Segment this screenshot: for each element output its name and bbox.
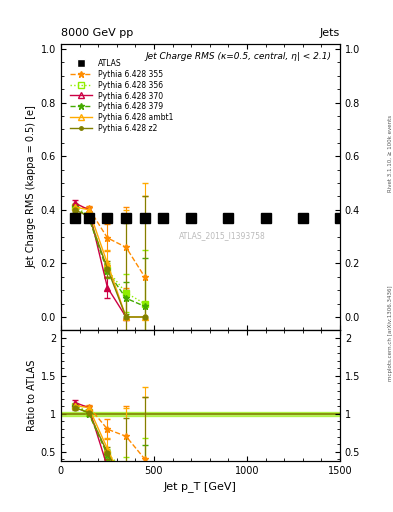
- X-axis label: Jet p_T [GeV]: Jet p_T [GeV]: [164, 481, 237, 492]
- Text: 8000 GeV pp: 8000 GeV pp: [61, 28, 133, 38]
- Text: mcplots.cern.ch [arXiv:1306.3436]: mcplots.cern.ch [arXiv:1306.3436]: [388, 285, 393, 380]
- Text: Jet Charge RMS (κ=0.5, central, η| < 2.1): Jet Charge RMS (κ=0.5, central, η| < 2.1…: [145, 52, 332, 61]
- Legend: ATLAS, Pythia 6.428 355, Pythia 6.428 356, Pythia 6.428 370, Pythia 6.428 379, P: ATLAS, Pythia 6.428 355, Pythia 6.428 35…: [67, 56, 176, 136]
- Text: ATLAS_2015_I1393758: ATLAS_2015_I1393758: [179, 231, 266, 240]
- Bar: [61, 412, 340, 416]
- Y-axis label: Jet Charge RMS (kappa = 0.5) [e]: Jet Charge RMS (kappa = 0.5) [e]: [26, 105, 37, 268]
- Y-axis label: Ratio to ATLAS: Ratio to ATLAS: [26, 360, 37, 431]
- Text: Rivet 3.1.10, ≥ 100k events: Rivet 3.1.10, ≥ 100k events: [388, 115, 393, 192]
- Text: Jets: Jets: [320, 28, 340, 38]
